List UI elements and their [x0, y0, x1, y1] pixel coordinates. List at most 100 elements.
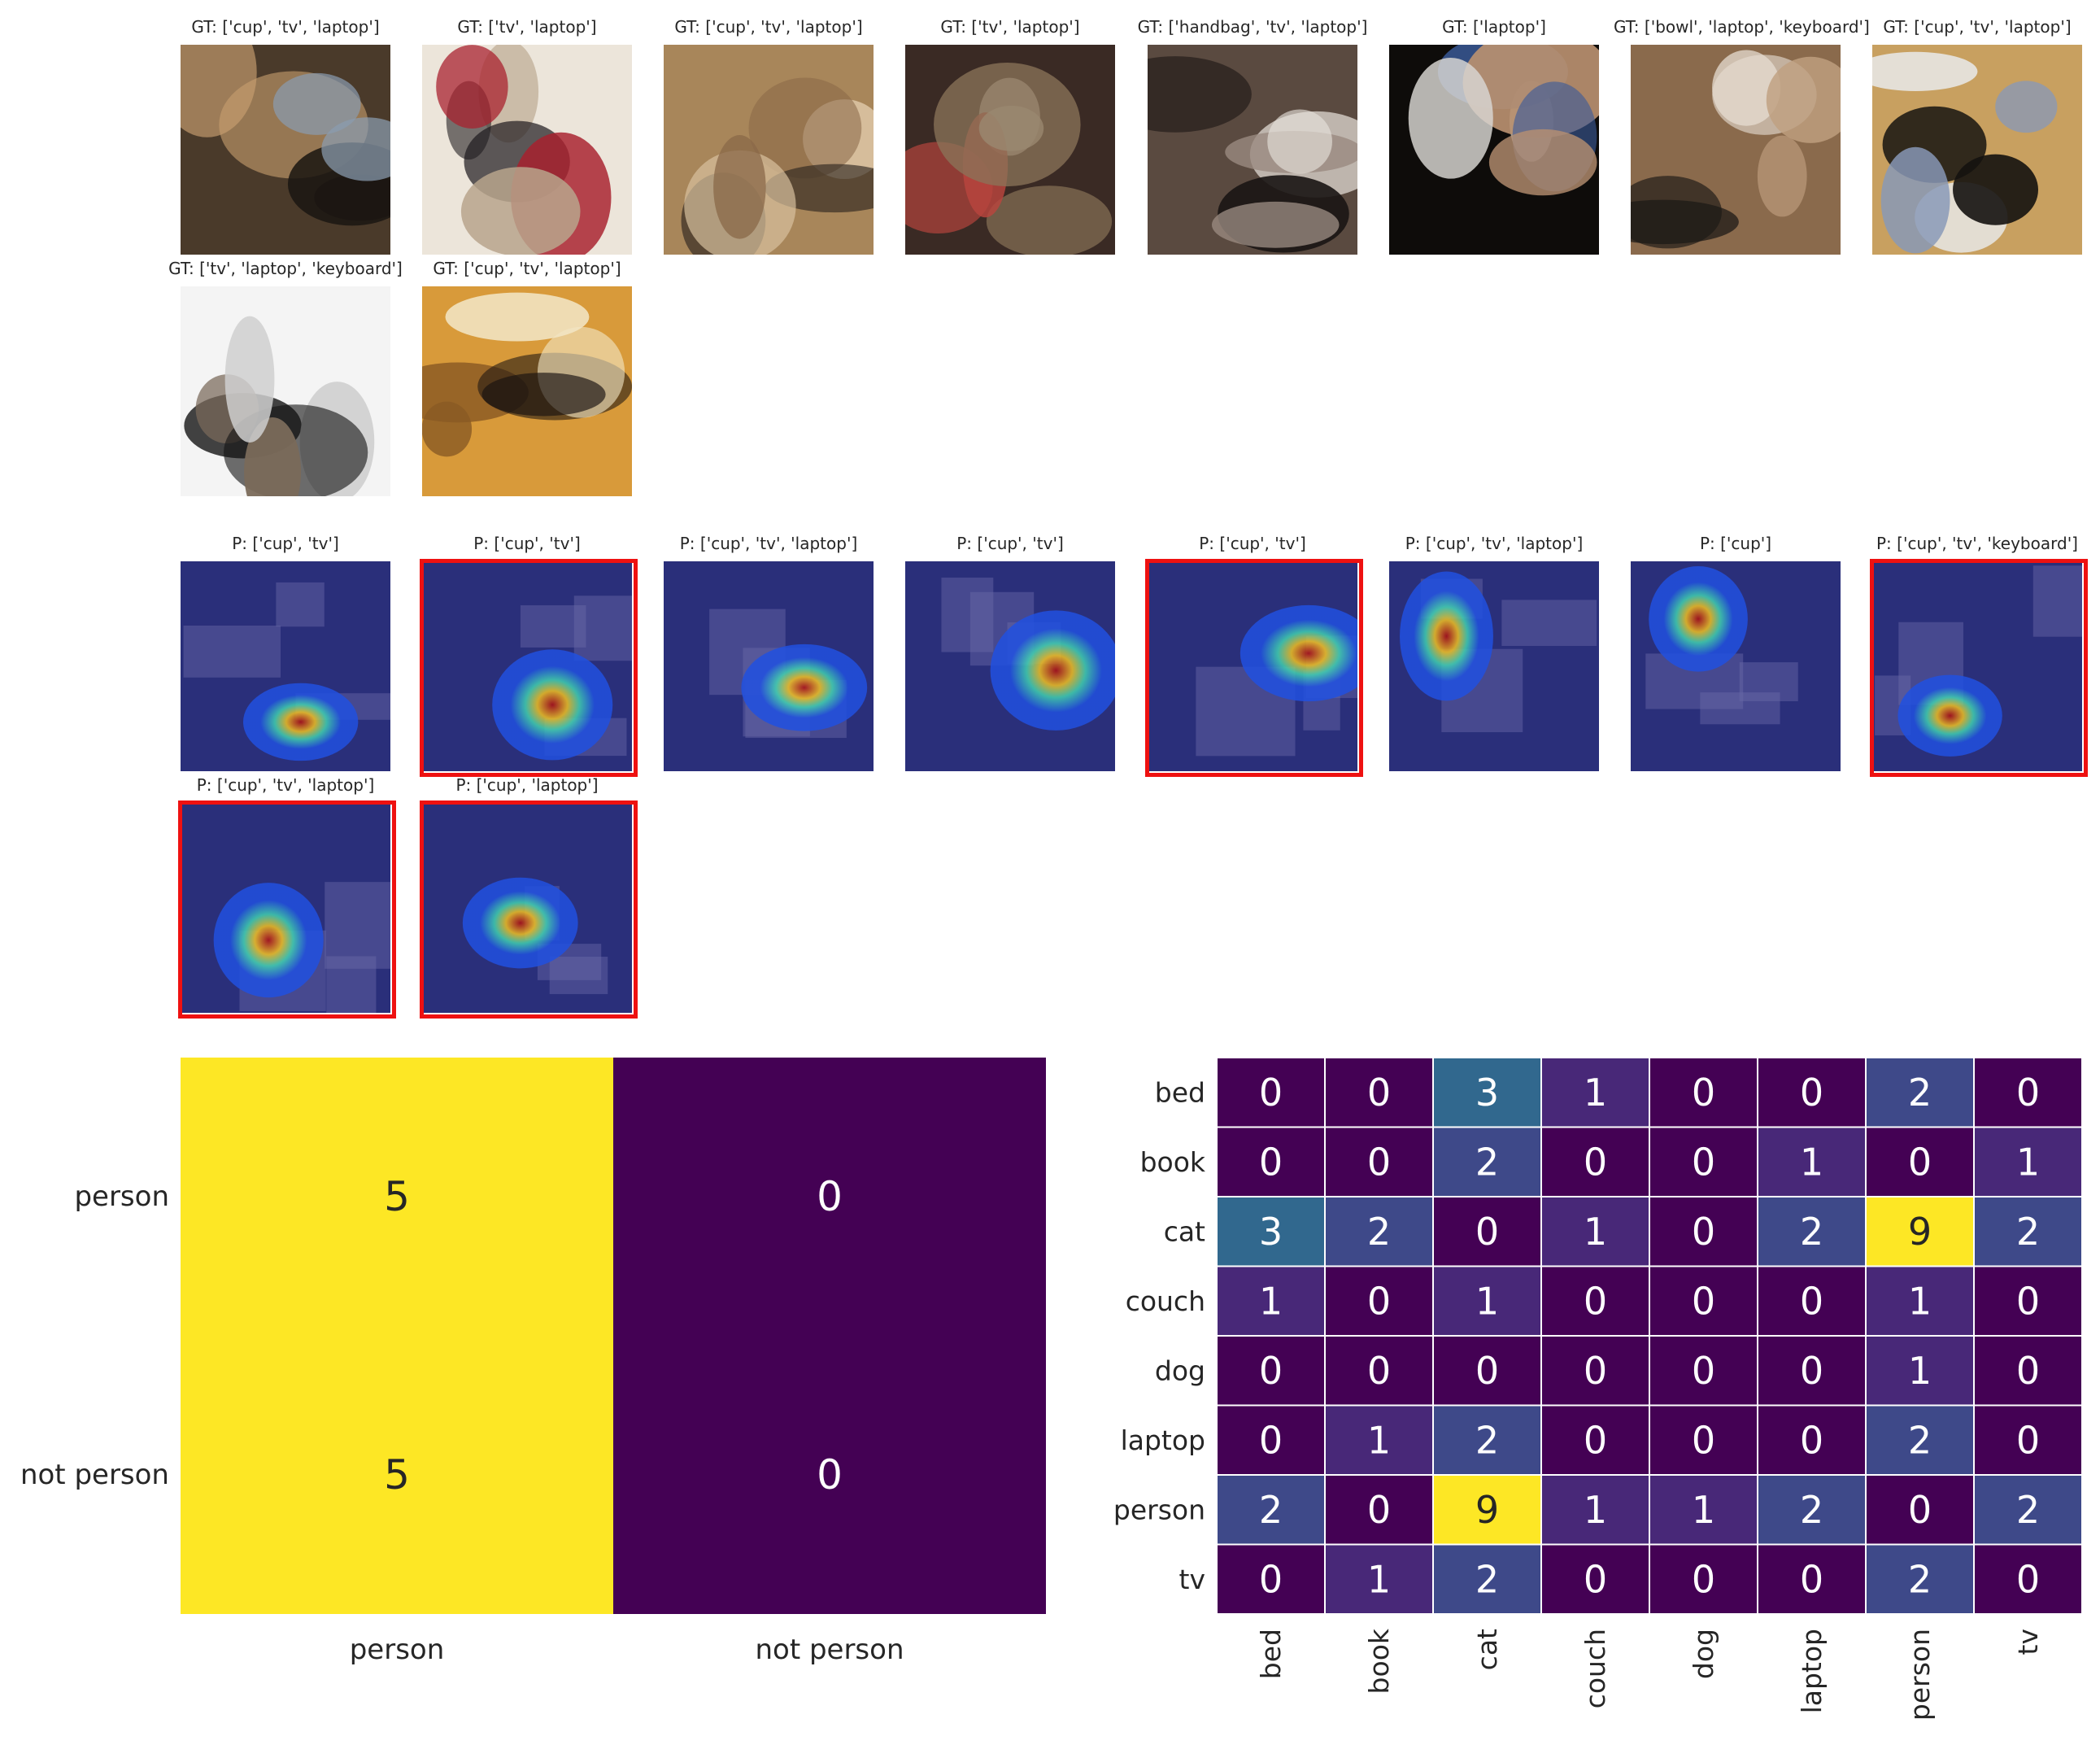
y-tick-label: person: [74, 1180, 169, 1213]
heatmap-cell-label: 2: [1475, 1557, 1499, 1601]
heatmap-cell-label: 0: [1692, 1210, 1715, 1254]
heatmap-cell: [1649, 1196, 1758, 1267]
heatmap-cell-label: 2: [1475, 1418, 1499, 1462]
heatmap-cell-label: 2: [2016, 1210, 2040, 1254]
heatmap-cell-label: 0: [1475, 1349, 1499, 1393]
heatmap-cell-label: 0: [1692, 1279, 1715, 1323]
heatmap-cell-label: 0: [2016, 1418, 2040, 1462]
heatmap-cell: [613, 1058, 1046, 1336]
x-tick-label: book: [1363, 1628, 1395, 1694]
heatmap-cell: [1216, 1057, 1326, 1128]
heatmap-cell: [1540, 1404, 1650, 1476]
pred-panel-title: P: ['cup', 'tv']: [956, 534, 1064, 553]
heatmap-cell: [1757, 1265, 1867, 1337]
pred-panel-image: [1631, 561, 1841, 771]
heatmap-cell-label: 5: [384, 1173, 410, 1220]
heatmap-cell-label: 0: [1367, 1488, 1391, 1532]
heatmap-cell-label: 3: [1475, 1071, 1499, 1115]
heatmap-cell-label: 0: [2016, 1071, 2040, 1115]
gt-panel-image: [181, 286, 390, 496]
heatmap-cell: [181, 1058, 613, 1336]
heatmap-cell-label: 1: [1584, 1210, 1607, 1254]
gt-panel-title: GT: ['tv', 'laptop', 'keyboard']: [168, 259, 403, 278]
gt-panel-image: [905, 45, 1115, 255]
heatmap-cell-label: 2: [1908, 1557, 1932, 1601]
gt-panel-image: [1148, 45, 1357, 255]
heatmap-cell-label: 1: [1800, 1140, 1823, 1184]
x-tick-label: tv: [2012, 1629, 2044, 1655]
heatmap-cell-label: 0: [1367, 1140, 1391, 1184]
heatmap-cell: [1649, 1543, 1758, 1615]
y-tick-label: not person: [20, 1459, 169, 1491]
pred-panel-image: [181, 561, 390, 771]
y-tick-label: tv: [1179, 1564, 1205, 1595]
gt-panel-image: [1631, 45, 1841, 255]
heatmap-cell-label: 0: [2016, 1279, 2040, 1323]
heatmap-cell: [1324, 1404, 1434, 1476]
heatmap-cell-label: 2: [1800, 1488, 1823, 1532]
pred-panel-title: P: ['cup', 'tv', 'laptop']: [679, 534, 858, 553]
gt-panel-image: [422, 286, 632, 496]
heatmap-cell: [1757, 1196, 1867, 1267]
heatmap-cell: [1973, 1543, 2083, 1615]
heatmap-cell-label: 0: [1800, 1071, 1823, 1115]
pred-panel-title: P: ['cup', 'tv', 'laptop']: [196, 775, 375, 795]
heatmap-cell: [1432, 1126, 1542, 1197]
heatmap-cell: [1216, 1196, 1326, 1267]
gt-panel-title: GT: ['cup', 'tv', 'laptop']: [674, 17, 863, 37]
heatmap-cell: [1324, 1543, 1434, 1615]
gt-panel-image: [1872, 45, 2082, 255]
heatmap-cell: [1540, 1335, 1650, 1407]
heatmap-cell-label: 0: [1800, 1557, 1823, 1601]
heatmap-cell: [1216, 1265, 1326, 1337]
pred-panel-title: P: ['cup', 'laptop']: [455, 775, 599, 795]
x-tick-label: not person: [755, 1634, 904, 1666]
gt-panel-image: [664, 45, 874, 255]
heatmap-cell: [1865, 1543, 1975, 1615]
gt-panel-title: GT: ['cup', 'tv', 'laptop']: [191, 17, 380, 37]
heatmap-cell: [1432, 1335, 1542, 1407]
heatmap-cell-label: 0: [1908, 1140, 1932, 1184]
heatmap-cell-label: 1: [1475, 1279, 1499, 1323]
gt-panel-title: GT: ['handbag', 'tv', 'laptop']: [1137, 17, 1368, 37]
heatmap-cell: [1540, 1196, 1650, 1267]
heatmap-cell-label: 1: [1908, 1279, 1932, 1323]
heatmap-cell: [1540, 1126, 1650, 1197]
heatmap-cell: [1757, 1404, 1867, 1476]
heatmap-cell: [1757, 1057, 1867, 1128]
heatmap-cell-label: 0: [1584, 1557, 1607, 1601]
heatmap-cell: [1432, 1543, 1542, 1615]
heatmap-cell: [1324, 1057, 1434, 1128]
heatmap-cell: [1540, 1265, 1650, 1337]
heatmap-cell-label: 1: [2016, 1140, 2040, 1184]
heatmap-cell-label: 0: [1367, 1071, 1391, 1115]
gt-panel-title: GT: ['cup', 'tv', 'laptop']: [1883, 17, 2072, 37]
heatmap-cell-label: 1: [1584, 1071, 1607, 1115]
y-tick-label: dog: [1155, 1354, 1205, 1386]
heatmap-cell: [1649, 1126, 1758, 1197]
y-tick-label: person: [1113, 1494, 1205, 1525]
pred-panel-image: [1389, 561, 1599, 771]
pred-panel-title: P: ['cup', 'tv', 'keyboard']: [1876, 534, 2078, 553]
heatmap-cell: [1973, 1335, 2083, 1407]
gt-panel-title: GT: ['laptop']: [1442, 17, 1546, 37]
pred-panel-title: P: ['cup', 'tv']: [232, 534, 339, 553]
heatmap-cell: [1649, 1335, 1758, 1407]
heatmap-cell-label: 0: [1259, 1557, 1283, 1601]
heatmap-cell: [1757, 1474, 1867, 1546]
heatmap-cell-label: 1: [1367, 1557, 1391, 1601]
heatmap-cell-label: 0: [817, 1451, 843, 1498]
heatmap-cell: [1432, 1404, 1542, 1476]
heatmap-cell-label: 2: [1367, 1210, 1391, 1254]
heatmap-cell: [1324, 1335, 1434, 1407]
heatmap-cell-label: 0: [1367, 1279, 1391, 1323]
heatmap-cell: [1432, 1196, 1542, 1267]
y-tick-label: bed: [1155, 1076, 1205, 1108]
gt-panel-title: GT: ['bowl', 'laptop', 'keyboard']: [1614, 17, 1870, 37]
pred-panel-image: [664, 561, 874, 771]
heatmap-cell-label: 9: [1475, 1488, 1499, 1532]
heatmap-cell-label: 1: [1584, 1488, 1607, 1532]
heatmap-cell: [1973, 1126, 2083, 1197]
heatmap-cell-label: 0: [2016, 1349, 2040, 1393]
